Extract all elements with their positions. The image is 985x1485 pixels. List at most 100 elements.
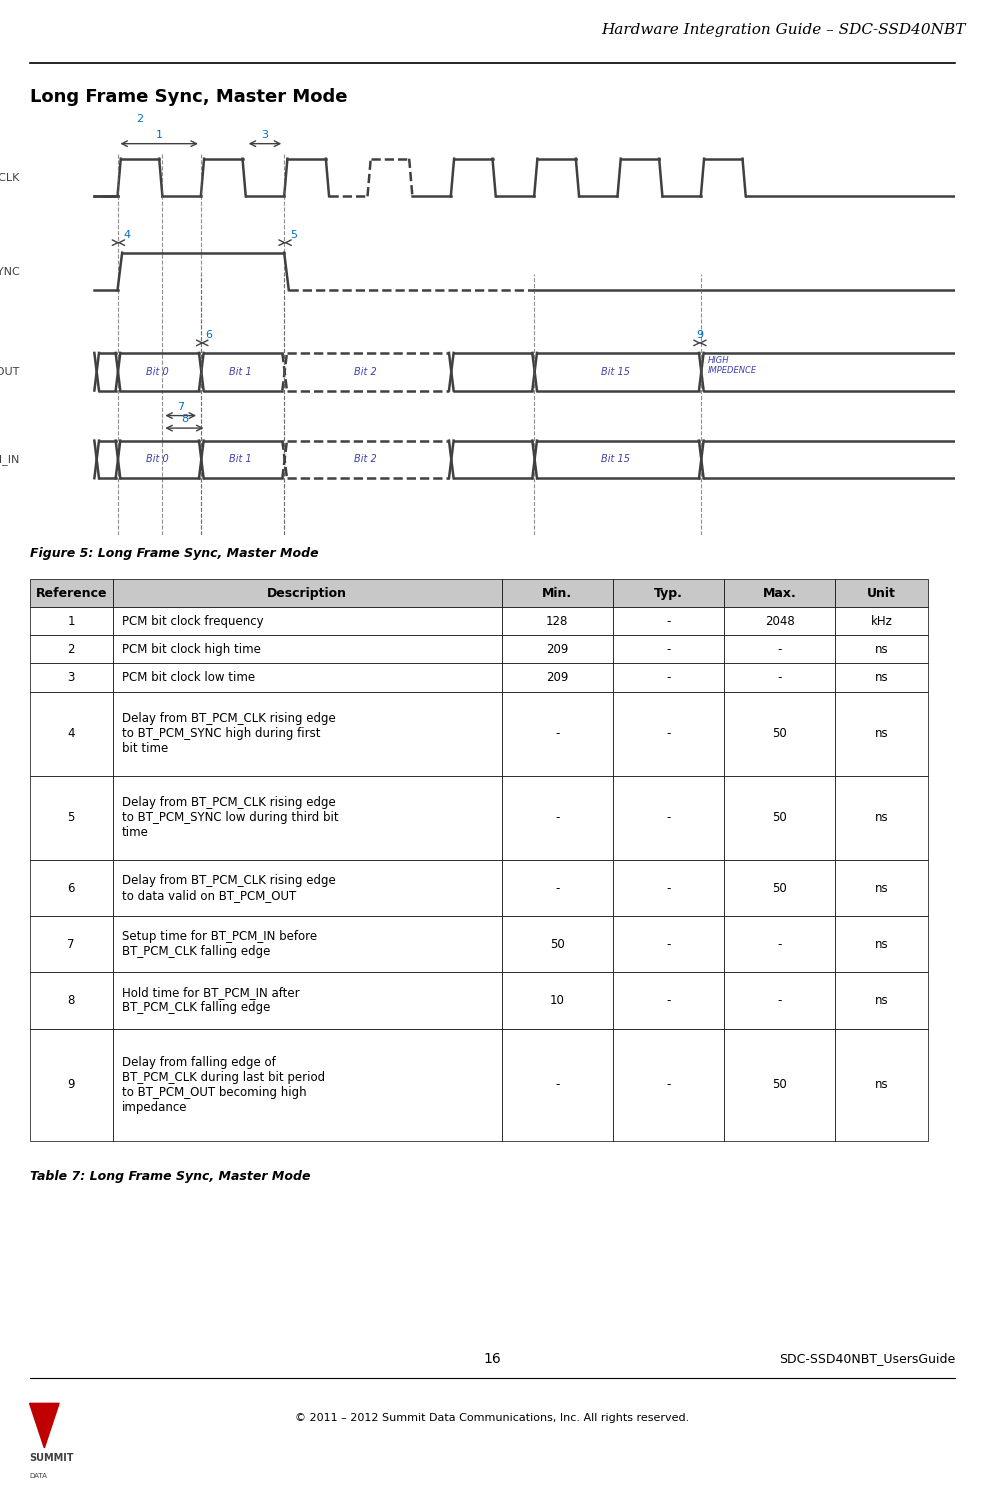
Bar	[113, 664, 501, 692]
Text: Bit 0: Bit 0	[146, 454, 168, 465]
Text: ns: ns	[875, 993, 888, 1007]
Text: -: -	[666, 643, 671, 656]
Bar	[724, 664, 835, 692]
Text: Description: Description	[267, 587, 348, 600]
Text: Bit 15: Bit 15	[601, 367, 630, 377]
Text: Delay from BT_PCM_CLK rising edge
to BT_PCM_SYNC low during third bit
time: Delay from BT_PCM_CLK rising edge to BT_…	[122, 796, 339, 839]
Text: 10: 10	[550, 993, 564, 1007]
Bar	[724, 860, 835, 916]
Text: -: -	[666, 811, 671, 824]
Bar	[835, 607, 928, 636]
Text: 8: 8	[181, 414, 188, 425]
Text: PCM_OUT: PCM_OUT	[0, 367, 21, 377]
Text: Reference: Reference	[35, 587, 107, 600]
Text: -: -	[777, 939, 782, 950]
Bar	[835, 579, 928, 607]
Text: Max.: Max.	[762, 587, 797, 600]
Bar	[501, 664, 613, 692]
Text: 50: 50	[772, 811, 787, 824]
Bar	[501, 916, 613, 973]
Bar	[30, 607, 113, 636]
Text: Bit 1: Bit 1	[230, 367, 252, 377]
Bar	[613, 973, 724, 1029]
Text: -: -	[556, 811, 559, 824]
Text: Hold time for BT_PCM_IN after
BT_PCM_CLK falling edge: Hold time for BT_PCM_IN after BT_PCM_CLK…	[122, 986, 299, 1014]
Bar	[835, 916, 928, 973]
Bar	[113, 692, 501, 775]
Text: DATA: DATA	[30, 1473, 47, 1479]
Text: 5: 5	[68, 811, 75, 824]
Bar	[835, 775, 928, 860]
Text: Hardware Integration Guide – SDC-SSD40NBT: Hardware Integration Guide – SDC-SSD40NB…	[601, 24, 965, 37]
Bar	[835, 664, 928, 692]
Text: 6: 6	[206, 330, 213, 340]
Text: PCM bit clock frequency: PCM bit clock frequency	[122, 615, 264, 628]
Text: Long Frame Sync, Master Mode: Long Frame Sync, Master Mode	[30, 88, 347, 105]
Bar	[501, 579, 613, 607]
Text: -: -	[666, 728, 671, 740]
Bar	[613, 579, 724, 607]
Polygon shape	[30, 1403, 59, 1448]
Text: -: -	[666, 882, 671, 894]
Bar	[835, 860, 928, 916]
Bar	[30, 636, 113, 664]
Text: Typ.: Typ.	[654, 587, 683, 600]
Text: PCM bit clock low time: PCM bit clock low time	[122, 671, 255, 685]
Text: 8: 8	[68, 993, 75, 1007]
Text: -: -	[666, 615, 671, 628]
Text: ns: ns	[875, 939, 888, 950]
Text: 3: 3	[261, 129, 269, 140]
Text: ns: ns	[875, 671, 888, 685]
Text: 50: 50	[772, 1078, 787, 1091]
Bar	[613, 664, 724, 692]
Text: © 2011 – 2012 Summit Data Communications, Inc. All rights reserved.: © 2011 – 2012 Summit Data Communications…	[296, 1414, 690, 1423]
Bar	[30, 916, 113, 973]
Bar	[113, 775, 501, 860]
Text: SDC-SSD40NBT_UsersGuide: SDC-SSD40NBT_UsersGuide	[779, 1353, 955, 1365]
Text: 128: 128	[546, 615, 568, 628]
Text: -: -	[666, 671, 671, 685]
Bar	[724, 775, 835, 860]
Text: PCM bit clock high time: PCM bit clock high time	[122, 643, 261, 656]
Bar	[835, 1029, 928, 1140]
Bar	[724, 607, 835, 636]
Bar	[613, 607, 724, 636]
Text: 209: 209	[546, 643, 568, 656]
Text: PCM_SYNC: PCM_SYNC	[0, 266, 21, 276]
Bar	[724, 636, 835, 664]
Text: 4: 4	[67, 728, 75, 740]
Text: 2: 2	[136, 114, 144, 123]
Text: 7: 7	[177, 402, 184, 411]
Bar	[724, 1029, 835, 1140]
Text: -: -	[777, 671, 782, 685]
Text: Bit 1: Bit 1	[230, 454, 252, 465]
Text: PCM_IN: PCM_IN	[0, 454, 21, 465]
Text: -: -	[556, 1078, 559, 1091]
Text: ns: ns	[875, 728, 888, 740]
Text: 16: 16	[484, 1351, 501, 1366]
Text: 1: 1	[67, 615, 75, 628]
Text: -: -	[666, 1078, 671, 1091]
Text: 50: 50	[550, 939, 564, 950]
Bar	[501, 1029, 613, 1140]
Text: 7: 7	[67, 939, 75, 950]
Text: Bit 0: Bit 0	[146, 367, 168, 377]
Text: 2: 2	[67, 643, 75, 656]
Bar	[835, 973, 928, 1029]
Text: 9: 9	[696, 330, 703, 340]
Bar	[113, 579, 501, 607]
Text: Unit: Unit	[867, 587, 895, 600]
Bar	[724, 579, 835, 607]
Text: -: -	[666, 939, 671, 950]
Text: Table 7: Long Frame Sync, Master Mode: Table 7: Long Frame Sync, Master Mode	[30, 1170, 310, 1184]
Text: -: -	[777, 643, 782, 656]
Text: 1: 1	[156, 129, 163, 140]
Text: SUMMIT: SUMMIT	[30, 1454, 74, 1463]
Text: -: -	[556, 882, 559, 894]
Text: ns: ns	[875, 643, 888, 656]
Bar	[30, 579, 113, 607]
Text: ns: ns	[875, 882, 888, 894]
Bar	[613, 636, 724, 664]
Text: 5: 5	[290, 230, 296, 241]
Bar	[613, 1029, 724, 1140]
